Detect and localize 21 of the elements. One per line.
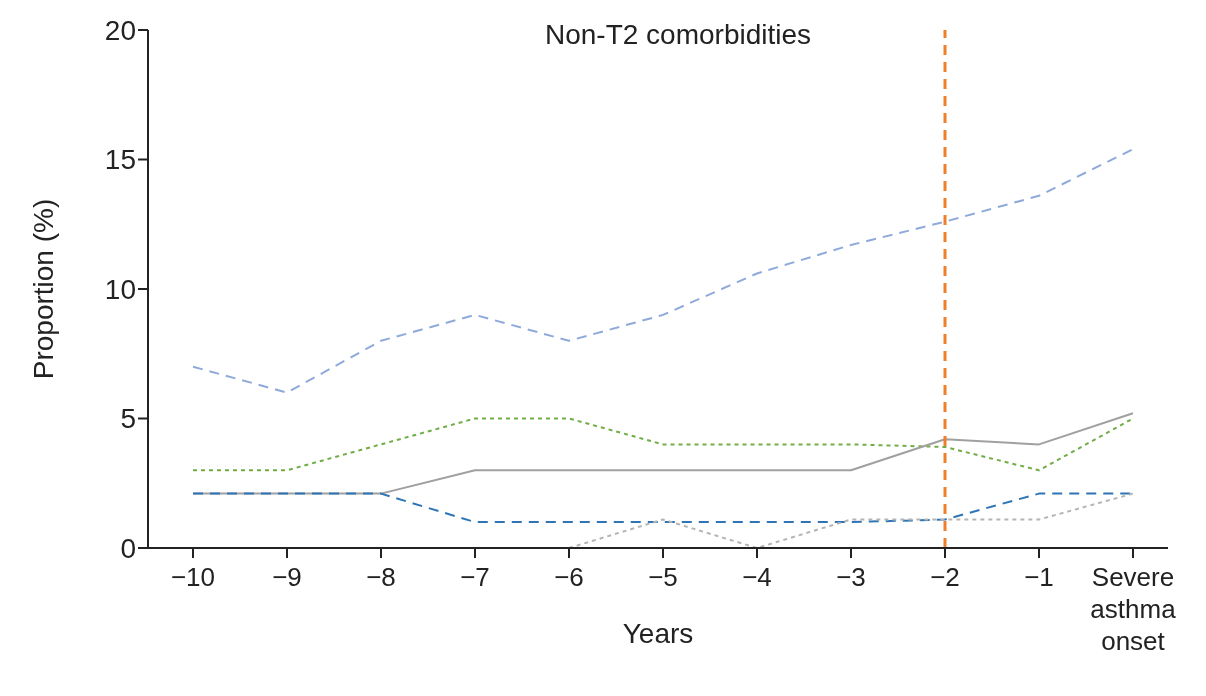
x-tick-label: −3 (836, 562, 866, 592)
x-tick-label: −9 (272, 562, 302, 592)
y-tick-label: 20 (104, 14, 136, 46)
y-axis-title: Proportion (%) (27, 198, 59, 380)
x-tick-label: −1 (1024, 562, 1054, 592)
x-tick-label: −7 (460, 562, 490, 592)
line-series (192, 148, 1134, 394)
line-series (192, 417, 1134, 472)
x-tick-label: −4 (742, 562, 772, 592)
y-tick-label: 0 (120, 532, 136, 564)
y-tick-label: 15 (104, 144, 136, 176)
x-tick-label: Severe asthma onset (1090, 562, 1177, 656)
x-tick-label: −5 (648, 562, 678, 592)
x-tick-label: −6 (554, 562, 584, 592)
x-tick-label: −10 (170, 562, 216, 592)
y-tick-label: 5 (120, 403, 136, 435)
y-tick-label: 10 (104, 273, 136, 305)
x-tick-label: −2 (930, 562, 960, 592)
chart-title: Non-T2 comorbidities (544, 19, 812, 50)
x-tick-label: −8 (366, 562, 396, 592)
x-axis-title: Years (622, 618, 694, 649)
